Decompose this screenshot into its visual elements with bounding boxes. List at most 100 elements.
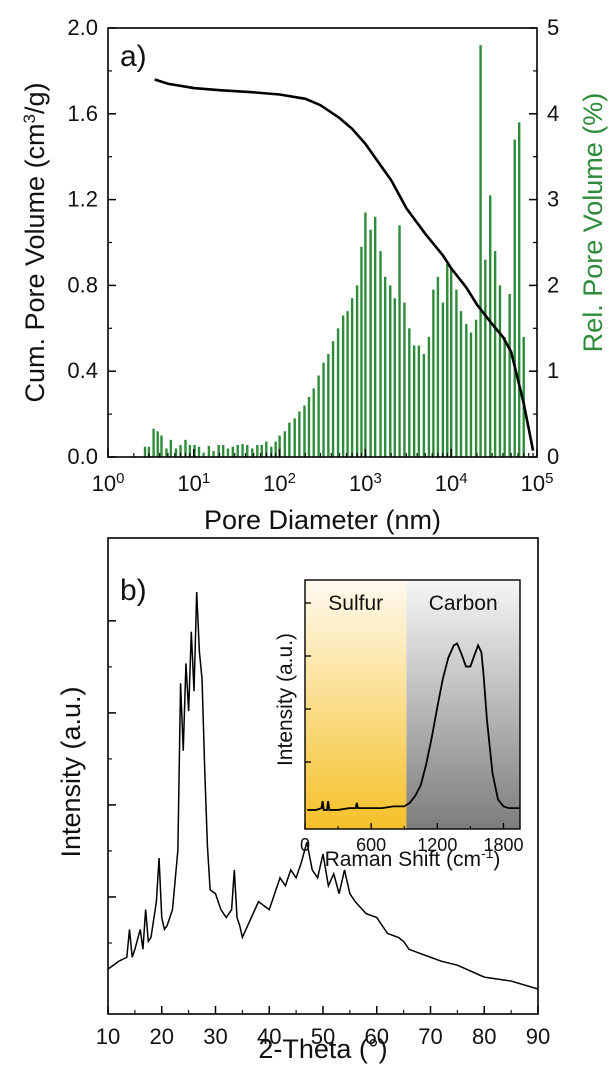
right-tick-label: 0: [547, 444, 559, 469]
pore-volume-bar: [241, 444, 244, 457]
pore-volume-bar: [147, 446, 151, 457]
pore-volume-bar: [336, 328, 340, 457]
pore-volume-bar: [274, 441, 277, 457]
x-axis-title: 2-Theta (°): [258, 1034, 387, 1064]
pore-volume-bar: [474, 319, 478, 457]
pore-volume-bar: [422, 354, 426, 457]
pore-volume-bar: [373, 216, 377, 457]
right-tick-label: 3: [547, 187, 559, 212]
pore-volume-bar: [197, 446, 201, 457]
pore-volume-bar: [503, 336, 506, 457]
inset-x-tick-label: 600: [356, 835, 386, 855]
pore-volume-bar: [484, 259, 487, 457]
pore-volume-bar: [283, 431, 287, 457]
raman-inset-chart: Sulfur Carbon 0 600 1200 1800 Intensity (a.…: [274, 579, 523, 871]
inset-plot-frame: [304, 579, 521, 830]
pore-volume-bar: [143, 446, 147, 457]
sulfur-region: [305, 580, 407, 829]
inset-x-tick-label: 1200: [417, 835, 457, 855]
pore-volume-bar: [221, 444, 225, 457]
pore-volume-bar: [465, 324, 468, 457]
pore-volume-bar: [307, 396, 311, 457]
x-axis-ticks: 10 20 30 40 50 60 70 80 90: [96, 1006, 550, 1049]
pore-volume-bar: [393, 298, 396, 457]
pore-volume-bar: [513, 139, 516, 458]
pore-volume-bar: [479, 45, 482, 457]
pore-volume-bar: [441, 302, 445, 457]
x-tick-label: 101: [177, 470, 210, 497]
left-tick-label: 0.4: [67, 358, 98, 383]
pore-volume-bar: [360, 246, 363, 457]
pore-volume-bar: [317, 375, 320, 457]
pore-volume-bar: [331, 341, 335, 457]
pore-volume-bar: [303, 405, 306, 457]
left-tick-label: 1.6: [67, 101, 98, 126]
pore-volume-bar: [217, 444, 220, 457]
pore-volume-bar: [355, 285, 359, 457]
sulfur-region-label: Sulfur: [328, 592, 383, 615]
x-tick-label: 70: [418, 1024, 442, 1049]
pore-volume-bar: [455, 289, 458, 457]
pore-volume-bar: [369, 229, 372, 457]
panel-a-label: a): [120, 40, 147, 73]
pore-volume-bar: [364, 212, 367, 457]
pore-volume-bar: [341, 315, 345, 457]
pore-volume-bar: [288, 422, 291, 457]
pore-volume-bar: [383, 276, 387, 457]
pore-volume-bar: [160, 435, 163, 457]
x-tick-label: 60: [365, 1024, 389, 1049]
pore-volume-bar: [398, 225, 401, 457]
pore-volume-bar: [256, 444, 259, 457]
pore-volume-bar: [231, 446, 235, 457]
inset-x-tick-label: 1800: [483, 835, 523, 855]
pore-volume-bar: [450, 268, 453, 457]
pore-volume-bar: [293, 418, 296, 457]
inset-x-tick-label: 0: [300, 835, 310, 855]
x-tick-label: 40: [257, 1024, 281, 1049]
x-tick-label: 104: [435, 470, 468, 497]
pore-volume-bar: [417, 345, 421, 457]
pore-volume-bar: [226, 448, 230, 457]
pore-volume-bar: [389, 285, 392, 457]
y-axis-title: Intensity (a.u.): [56, 686, 86, 857]
pore-volume-bar: [312, 388, 315, 457]
pore-volume-bar: [327, 354, 330, 457]
x-axis-ticks: 100 101 102 103 104 105: [92, 449, 553, 497]
left-axis-ticks: 0.0 0.4 0.8 1.2 1.6 2.0: [67, 15, 116, 469]
left-tick-label: 2.0: [67, 15, 98, 40]
pore-volume-bar: [493, 251, 497, 457]
x-tick-label: 103: [349, 470, 382, 497]
pore-volume-bar: [169, 439, 173, 457]
x-tick-label: 80: [472, 1024, 496, 1049]
x-tick-label: 20: [150, 1024, 174, 1049]
pore-volume-bar: [322, 362, 325, 457]
pore-volume-bar: [202, 452, 205, 457]
cumulative-pore-volume-line: [154, 78, 535, 451]
inset-y-axis-ticks: [305, 602, 311, 763]
x-tick-label: 100: [92, 470, 125, 497]
pore-volume-bar: [212, 450, 215, 457]
right-tick-label: 1: [547, 358, 559, 383]
pore-volume-bar: [517, 122, 521, 457]
left-axis-title: Cum. Pore Volume (cm3/g): [20, 82, 51, 402]
pore-volume-bar: [179, 444, 182, 457]
right-tick-label: 4: [547, 101, 559, 126]
left-tick-label: 0.0: [67, 444, 98, 469]
pore-volume-bar: [188, 444, 192, 457]
raman-spectrum-line: [307, 642, 520, 811]
pore-volume-bar: [298, 411, 301, 457]
x-tick-label: 90: [526, 1024, 550, 1049]
panel-b-xrd-chart: 10 20 30 40 50 60 70 80 90 b) Intensity (a.u.) 2…: [56, 537, 550, 1064]
pore-volume-bar: [469, 332, 473, 457]
carbon-region-label: Carbon: [429, 592, 498, 615]
pore-volume-bar: [432, 289, 435, 457]
xrd-pattern-line: [107, 591, 539, 990]
pore-volume-bar: [427, 336, 431, 457]
pore-volume-bar: [408, 328, 411, 457]
pore-volume-bar: [350, 298, 354, 457]
pore-volume-bar: [260, 444, 263, 457]
panel-b-label: b): [120, 574, 147, 607]
y-axis-ticks: [108, 620, 116, 944]
